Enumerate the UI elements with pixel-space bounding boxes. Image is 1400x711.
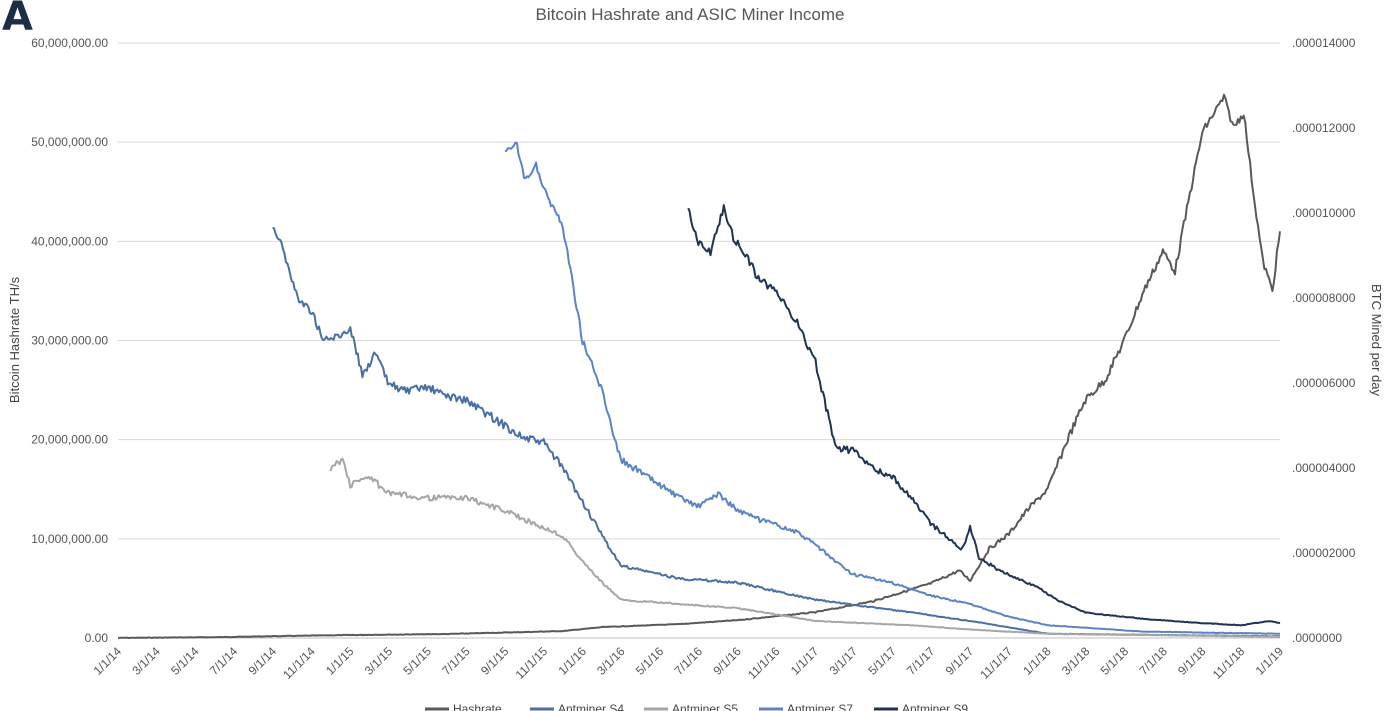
x-tick-label: 9/1/15 [478,644,512,678]
x-tick-label: 3/1/14 [129,644,163,678]
x-tick-label: 1/1/14 [91,644,125,678]
x-tick-label: 9/1/17 [943,644,977,678]
x-tick-label: 5/1/17 [865,644,899,678]
right-axis-ticks: .0000000 .000002000 .000004000 .000006000 .0… [1292,36,1356,645]
x-tick-label: 11/1/18 [1210,644,1248,682]
x-tick-label: 7/1/18 [1136,644,1170,678]
y2-tick-label: .000010000 [1292,206,1356,220]
series-line-antminer-s4 [272,226,1281,638]
x-axis-ticks: 1/1/14 3/1/14 5/1/14 7/1/14 9/1/14 11/1/14 1/1… [91,644,1287,682]
y2-tick-label: .000008000 [1292,291,1356,305]
y2-tick-label: .000012000 [1292,121,1356,135]
y2-tick-label: .000014000 [1292,36,1356,50]
legend-label: Antminer S9 [902,702,968,711]
y-tick-label: 0.00 [85,631,109,645]
y2-axis-title: BTC Mined per day [1369,284,1384,396]
series-line-antminer-s9 [687,204,1281,627]
y-tick-label: 20,000,000.00 [31,433,108,447]
x-tick-label: 1/1/17 [788,644,822,678]
panel-label: A [2,0,33,40]
y-tick-label: 40,000,000.00 [31,234,108,248]
x-tick-label: 3/1/16 [594,644,628,678]
x-tick-label: 11/1/16 [745,644,783,682]
series-line-hashrate [118,93,1281,639]
x-tick-label: 7/1/17 [904,644,938,678]
x-tick-label: 3/1/15 [362,644,396,678]
legend-label: Antminer S7 [787,702,853,711]
y-tick-label: 60,000,000.00 [31,36,108,50]
y-axis-title: Bitcoin Hashrate TH/s [7,276,22,403]
x-tick-label: 7/1/16 [672,644,706,678]
y-tick-label: 50,000,000.00 [31,135,108,149]
chart-title: Bitcoin Hashrate and ASIC Miner Income [536,5,845,24]
gridlines [118,42,1280,639]
legend: Hashrate Antminer S4 Antminer S5 Antminer S… [425,702,968,711]
x-tick-label: 5/1/18 [1098,644,1132,678]
x-tick-label: 1/1/18 [1020,644,1054,678]
y2-tick-label: .000004000 [1292,461,1356,475]
series-line-antminer-s5 [329,457,1281,638]
x-tick-label: 9/1/18 [1175,644,1209,678]
x-tick-label: 7/1/14 [207,644,241,678]
x-tick-label: 1/1/16 [555,644,589,678]
x-tick-label: 5/1/15 [400,644,434,678]
x-tick-label: 11/1/17 [977,644,1015,682]
x-tick-label: 9/1/14 [246,644,280,678]
x-tick-label: 9/1/16 [710,644,744,678]
y-tick-label: 30,000,000.00 [31,334,108,348]
series-lines [118,93,1281,639]
x-tick-label: 5/1/14 [168,644,202,678]
x-tick-label: 11/1/15 [513,644,551,682]
x-tick-label: 1/1/15 [323,644,357,678]
x-tick-label: 7/1/15 [439,644,473,678]
x-tick-label: 3/1/18 [1059,644,1093,678]
legend-label: Antminer S5 [672,702,738,711]
x-tick-label: 11/1/14 [280,644,318,682]
series-line-antminer-s7 [504,141,1281,635]
left-axis-ticks: 0.00 10,000,000.00 20,000,000.00 30,000,000… [31,36,108,645]
y-tick-label: 10,000,000.00 [31,532,108,546]
x-tick-label: 3/1/17 [827,644,861,678]
y2-tick-label: .000006000 [1292,376,1356,390]
legend-label: Antminer S4 [558,702,624,711]
legend-label: Hashrate [453,702,502,711]
x-tick-label: 5/1/16 [633,644,667,678]
y2-tick-label: .0000000 [1292,631,1342,645]
x-tick-label: 1/1/19 [1253,644,1287,678]
y2-tick-label: .000002000 [1292,546,1356,560]
